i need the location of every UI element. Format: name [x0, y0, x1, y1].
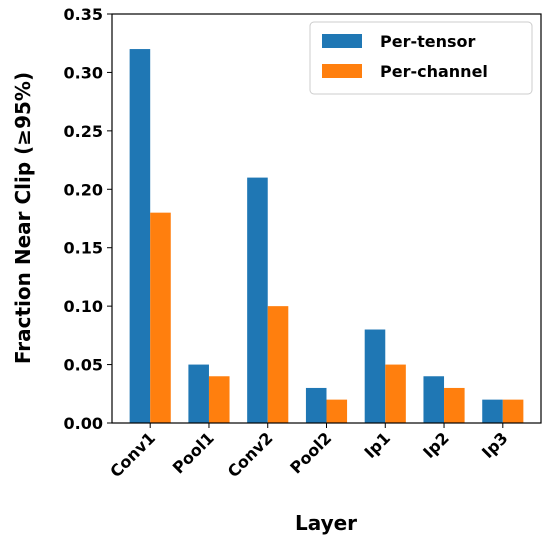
bars-group — [129, 49, 524, 424]
y-tick-label: 0.10 — [64, 297, 103, 316]
y-tick-label: 0.25 — [64, 122, 103, 141]
y-tick-label: 0.30 — [64, 63, 103, 82]
y-axis-label: Fraction Near Clip (≥95%) — [11, 72, 35, 364]
legend-label-per-channel: Per-channel — [380, 62, 488, 81]
x-tick-label: Ip2 — [419, 428, 453, 462]
x-tick-label: Pool1 — [169, 428, 218, 477]
bar-per-channel-conv1 — [150, 212, 171, 423]
legend-swatch-per-tensor — [322, 34, 362, 48]
bar-per-channel-ip3 — [502, 399, 524, 423]
x-axis-label: Layer — [295, 511, 357, 535]
bar-per-tensor-conv1 — [129, 49, 151, 424]
x-tick-label: Conv1 — [106, 428, 159, 481]
legend: Per-tensor Per-channel — [309, 21, 533, 95]
y-axis-ticks: 0.00 0.05 0.10 0.15 0.20 0.25 0.30 0.35 — [64, 5, 112, 433]
bar-per-tensor-pool1 — [188, 364, 209, 423]
plot-frame — [111, 13, 542, 424]
y-tick-label: 0.05 — [64, 356, 103, 375]
legend-box — [309, 21, 533, 95]
bar-per-tensor-pool2 — [305, 387, 327, 423]
bar-per-tensor-ip1 — [364, 329, 386, 423]
x-tick-label: Pool2 — [286, 428, 335, 477]
legend-swatch-per-channel — [322, 64, 362, 78]
bar-per-channel-pool1 — [208, 376, 230, 423]
x-axis-ticks: Conv1 Pool1 Conv2 Pool2 Ip1 Ip2 Ip3 — [106, 423, 512, 481]
y-tick-label: 0.15 — [64, 239, 103, 258]
legend-label-per-tensor: Per-tensor — [380, 32, 476, 51]
bar-per-tensor-ip3 — [482, 399, 503, 423]
x-tick-label: Ip3 — [478, 428, 512, 462]
bar-per-channel-ip2 — [444, 387, 465, 423]
y-tick-label: 0.35 — [64, 5, 103, 24]
bar-per-tensor-conv2 — [247, 177, 268, 423]
x-tick-label: Conv2 — [224, 428, 277, 481]
bar-per-channel-ip1 — [385, 364, 406, 423]
y-tick-label: 0.00 — [64, 414, 103, 433]
x-tick-label: Ip1 — [360, 428, 394, 462]
bar-per-tensor-ip2 — [423, 376, 445, 423]
bar-per-channel-conv2 — [267, 306, 289, 423]
y-tick-label: 0.20 — [64, 180, 103, 199]
bar-per-channel-pool2 — [326, 399, 348, 423]
